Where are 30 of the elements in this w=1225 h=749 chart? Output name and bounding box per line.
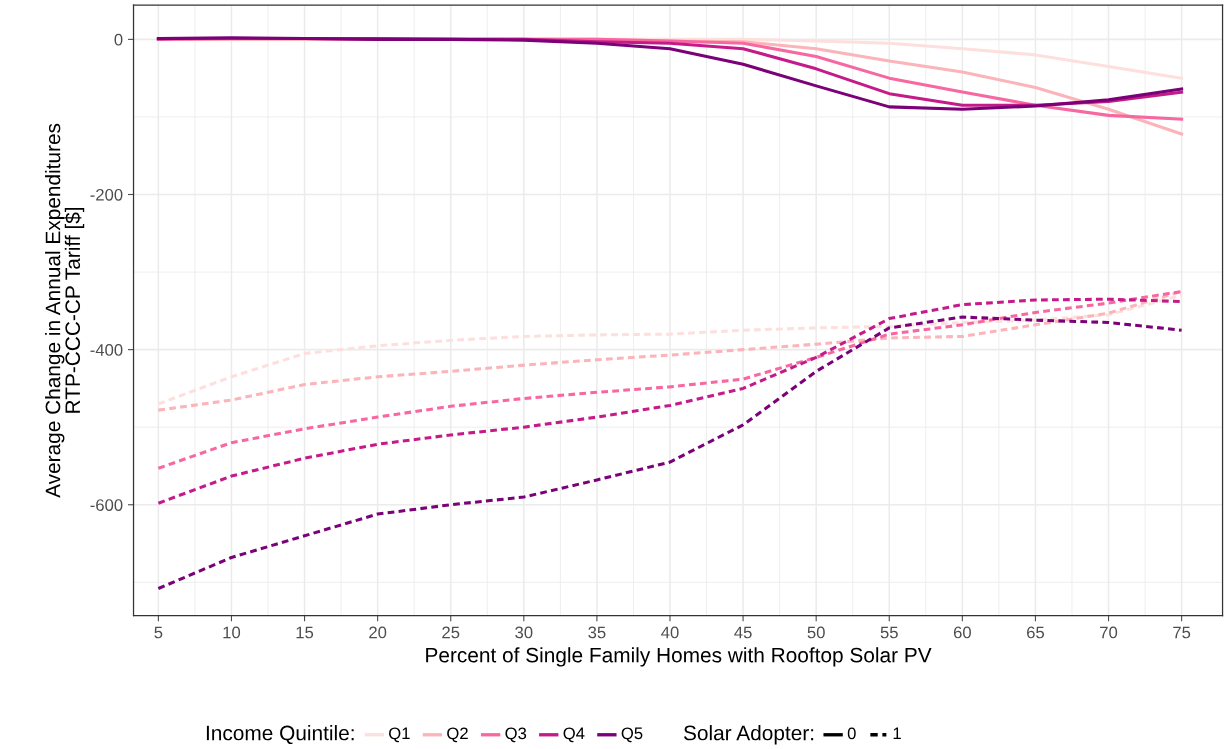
legend-label: Q3 — [505, 727, 527, 743]
x-axis-title: Percent of Single Family Homes with Rooftop Solar PV — [426, 647, 932, 667]
text: Income Quintile: — [206, 725, 354, 745]
y-tick-label: -600 — [90, 499, 123, 511]
x-tick-label: 15 — [296, 626, 314, 639]
text: 1 — [893, 727, 901, 740]
x-tick-label: 20 — [369, 626, 387, 639]
legend-label: Q5 — [621, 727, 643, 743]
legend-label: Q1 — [389, 727, 410, 743]
text: 0 — [847, 727, 856, 740]
legend-label: Q2 — [447, 727, 468, 743]
x-tick-label: 10 — [223, 626, 241, 639]
x-tick-label: 65 — [1027, 626, 1045, 639]
legend-label: Q4 — [563, 727, 585, 743]
x-tick-label: 60 — [953, 626, 971, 639]
x-tick-label: 75 — [1173, 626, 1191, 639]
x-tick-label: 30 — [515, 626, 533, 639]
x-tick-label: 5 — [154, 626, 163, 639]
x-tick-label: 25 — [442, 626, 460, 639]
x-tick-label: 35 — [588, 626, 606, 639]
y-tick-label: -400 — [90, 344, 123, 356]
text: Solar Adopter: — [683, 725, 814, 745]
x-tick-label: 40 — [661, 626, 679, 639]
x-tick-label: 45 — [734, 626, 752, 639]
y-tick-label: -200 — [90, 188, 123, 201]
x-tick-label: 55 — [880, 626, 898, 639]
x-tick-label: 50 — [807, 626, 825, 639]
y-axis-title: Average Change in Annual Expenditures RTP-CCC-CP Tariff [$] — [45, 123, 85, 498]
x-tick-label: 70 — [1100, 626, 1118, 639]
y-tick-label: 0 — [114, 33, 123, 46]
